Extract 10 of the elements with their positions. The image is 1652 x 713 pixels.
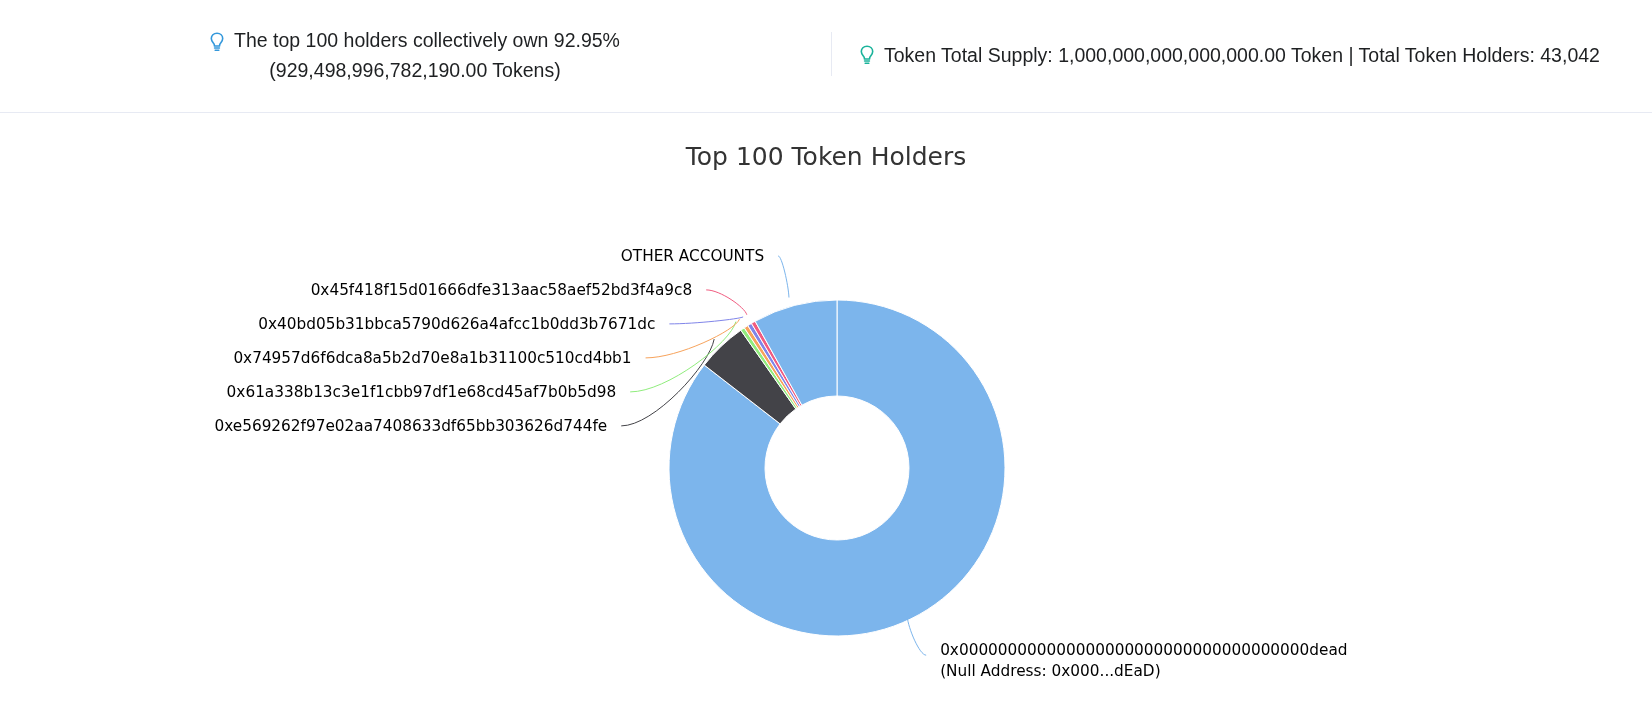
text: Token Total Supply: 1,000,000,000,000,000.00 Token | Total Token Holders: 43,042: [884, 43, 1600, 67]
slice-label: 0x40bd05b31bbca5790d626a4afcc1b0dd3b7671dc: [258, 314, 656, 333]
slice-label: 0x74957d6f6dca8a5b2d70e8a1b31100c510cd4bb1: [233, 348, 632, 367]
slice-label: 0x45f418f15d01666dfe313aac58aef52bd3f4a9c8: [310, 280, 693, 299]
slice-label: OTHER ACCOUNTS: [620, 246, 765, 265]
text: The top 100 holders collectively own 92.95% (929,498,996,782,190.00 Tokens): [234, 29, 620, 81]
slice-label: 0xe569262f97e02aa7408633df65bb303626d744fe: [214, 416, 608, 435]
chart-title: Top 100 Token Holders: [684, 142, 968, 172]
slice-label: 0x000000000000000000000000000000000000dead (Null Address: 0x000...dEaD): [940, 641, 1348, 681]
slice-label: 0x61a338b13c3e1f1cbb97df1e68cd45af7b0b5d98: [226, 382, 617, 401]
